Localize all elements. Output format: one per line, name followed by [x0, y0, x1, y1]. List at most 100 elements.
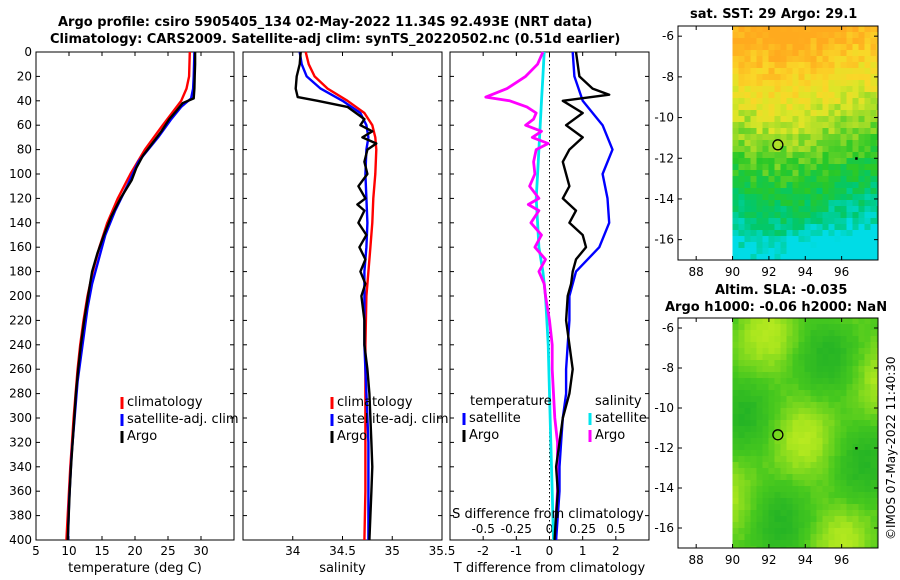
x-tick-label: 92 [761, 265, 776, 279]
field-cell [828, 438, 835, 445]
field-cell [780, 194, 787, 201]
field-cell [780, 474, 787, 481]
field-cell [774, 230, 781, 237]
field-cell [834, 182, 841, 189]
field-cell [840, 456, 847, 463]
field-cell [870, 462, 877, 469]
field-cell [846, 426, 853, 433]
field-cell [750, 134, 757, 141]
field-cell [792, 450, 799, 457]
field-cell [870, 408, 877, 415]
x-tick-label: 1 [579, 544, 587, 558]
field-cell [780, 438, 787, 445]
field-cell [762, 230, 769, 237]
field-cell [768, 92, 775, 99]
field-cell [768, 218, 775, 225]
field-cell [798, 116, 805, 123]
field-cell [780, 134, 787, 141]
field-cell [762, 480, 769, 487]
field-cell [816, 200, 823, 207]
field-cell [846, 248, 853, 255]
field-cell [804, 390, 811, 397]
field-cell [852, 390, 859, 397]
field-cell [732, 438, 739, 445]
field-cell [816, 354, 823, 361]
field-cell [810, 188, 817, 195]
field-cell [774, 516, 781, 523]
field-cell [864, 62, 871, 69]
field-cell [822, 110, 829, 117]
field-cell [738, 68, 745, 75]
field-cell [828, 372, 835, 379]
field-cell [804, 432, 811, 439]
field-cell [864, 378, 871, 385]
field-cell [828, 318, 835, 325]
field-cell [768, 480, 775, 487]
field-cell [840, 176, 847, 183]
field-cell [774, 68, 781, 75]
field-cell [786, 528, 793, 535]
y-tick-label: -8 [662, 70, 674, 84]
field-cell [852, 92, 859, 99]
field-cell [828, 176, 835, 183]
field-cell [858, 432, 865, 439]
field-cell [840, 522, 847, 529]
field-cell [762, 32, 769, 39]
field-cell [822, 366, 829, 373]
field-cell [804, 200, 811, 207]
field-cell [834, 134, 841, 141]
field-cell [780, 242, 787, 249]
field-cell [738, 492, 745, 499]
field-cell [816, 98, 823, 105]
field-cell [858, 242, 865, 249]
field-cell [750, 336, 757, 343]
field-cell [804, 194, 811, 201]
field-cell [762, 224, 769, 231]
field-cell [858, 176, 865, 183]
field-cell [762, 194, 769, 201]
watermark: ©IMOS 07-May-2022 11:40:30 [884, 356, 898, 540]
field-cell [816, 164, 823, 171]
field-cell [792, 26, 799, 33]
field-cell [750, 80, 757, 87]
field-cell [744, 402, 751, 409]
field-cell [846, 354, 853, 361]
field-cell [852, 182, 859, 189]
field-cell [768, 134, 775, 141]
field-cell [780, 176, 787, 183]
field-cell [768, 104, 775, 111]
field-cell [738, 342, 745, 349]
field-cell [762, 146, 769, 153]
field-cell [738, 348, 745, 355]
field-cell [762, 318, 769, 325]
field-cell [792, 98, 799, 105]
field-cell [744, 360, 751, 367]
field-cell [858, 384, 865, 391]
field-cell [756, 390, 763, 397]
field-cell [828, 432, 835, 439]
diff-temperature-legend-label: Argo [469, 428, 499, 443]
field-cell [852, 170, 859, 177]
salinity-axes [242, 51, 443, 541]
field-cell [750, 396, 757, 403]
field-cell [792, 152, 799, 159]
field-cell [798, 206, 805, 213]
field-cell [846, 450, 853, 457]
field-cell [768, 456, 775, 463]
field-cell [828, 206, 835, 213]
field-cell [852, 426, 859, 433]
field-cell [816, 330, 823, 337]
field-cell [780, 378, 787, 385]
field-cell [858, 378, 865, 385]
field-cell [768, 540, 775, 547]
field-cell [750, 522, 757, 529]
field-cell [792, 402, 799, 409]
field-cell [840, 158, 847, 165]
field-cell [780, 504, 787, 511]
field-cell [750, 68, 757, 75]
field-cell [864, 474, 871, 481]
field-cell [852, 26, 859, 33]
field-cell [780, 510, 787, 517]
field-cell [870, 354, 877, 361]
field-cell [834, 158, 841, 165]
